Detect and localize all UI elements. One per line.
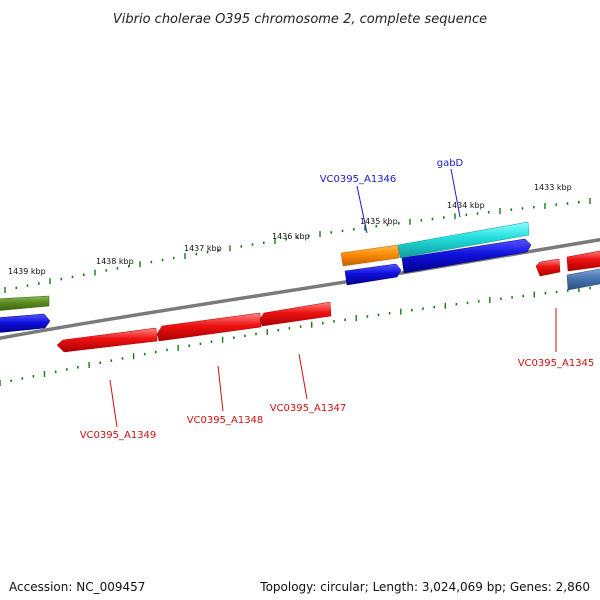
lower-scale-ticks	[0, 286, 591, 386]
gene-red-VC0395_A1349[interactable]	[56, 327, 158, 353]
scale-label-1436kbp: 1436 kbp	[272, 232, 310, 241]
gene-label-VC0395_A1348[interactable]: VC0395_A1348	[187, 415, 264, 426]
gene-label-VC0395_A1346[interactable]: VC0395_A1346	[320, 174, 397, 185]
gene-blue-center[interactable]	[344, 263, 402, 286]
topology-value: circular	[320, 580, 365, 594]
scale-label-1435kbp: 1435 kbp	[360, 217, 398, 226]
genes-label: Genes:	[509, 580, 552, 594]
gene-orange-VC0395_A1346[interactable]	[340, 244, 400, 267]
accession-value: NC_009457	[76, 580, 146, 594]
topology-label: Topology:	[260, 580, 317, 594]
scale-labels: 1439 kbp 1438 kbp 1437 kbp 1436 kbp 1435…	[8, 183, 572, 276]
gene-blue-right[interactable]	[401, 238, 532, 274]
gene-label-VC0395_A1349[interactable]: VC0395_A1349	[80, 430, 157, 441]
accession-info: Accession: NC_009457	[9, 580, 145, 594]
leader-VC0395_A1347	[298, 353, 308, 400]
gene-red-upper-right[interactable]	[566, 250, 600, 272]
gene-labels: VC0395_A1346 gabD VC0395_A1345 VC0395_A1…	[80, 158, 595, 441]
scale-label-1438kbp: 1438 kbp	[96, 257, 134, 266]
leader-gabD	[450, 168, 461, 218]
genes-value: 2,860	[555, 580, 590, 594]
gene-label-gabD[interactable]: gabD	[437, 158, 464, 169]
scale-label-1439kbp: 1439 kbp	[8, 267, 46, 276]
gene-label-VC0395_A1347[interactable]: VC0395_A1347	[270, 403, 347, 414]
map-title: Vibrio cholerae O395 chromosome 2, compl…	[113, 12, 487, 27]
reverse-strand-genes	[56, 258, 561, 353]
gene-label-VC0395_A1345[interactable]: VC0395_A1345	[518, 358, 595, 369]
gene-cyan-gabD[interactable]	[397, 221, 530, 259]
label-leader-lines	[109, 168, 557, 428]
leader-VC0395_A1349	[109, 379, 118, 428]
accession-label: Accession:	[9, 580, 73, 594]
gene-red-VC0395_A1347[interactable]	[259, 301, 332, 327]
scale-label-1437kbp: 1437 kbp	[184, 244, 222, 253]
leader-VC0395_A1346	[356, 185, 368, 234]
gene-olive-left[interactable]	[0, 295, 50, 311]
gene-red-VC0395_A1345[interactable]	[535, 258, 561, 277]
sequence-summary: Topology: circular; Length: 3,024,069 bp…	[260, 580, 590, 594]
forward-strand-genes	[0, 221, 600, 333]
length-value: 3,024,069 bp	[421, 580, 502, 594]
scale-label-1434kbp: 1434 kbp	[447, 201, 485, 210]
length-label: Length:	[372, 580, 419, 594]
upper-scale-ticks	[4, 198, 591, 293]
gene-steelblue-right[interactable]	[566, 268, 600, 291]
leader-VC0395_A1348	[217, 365, 224, 412]
scale-label-1433kbp: 1433 kbp	[534, 183, 572, 192]
gene-blue-left[interactable]	[0, 313, 51, 333]
